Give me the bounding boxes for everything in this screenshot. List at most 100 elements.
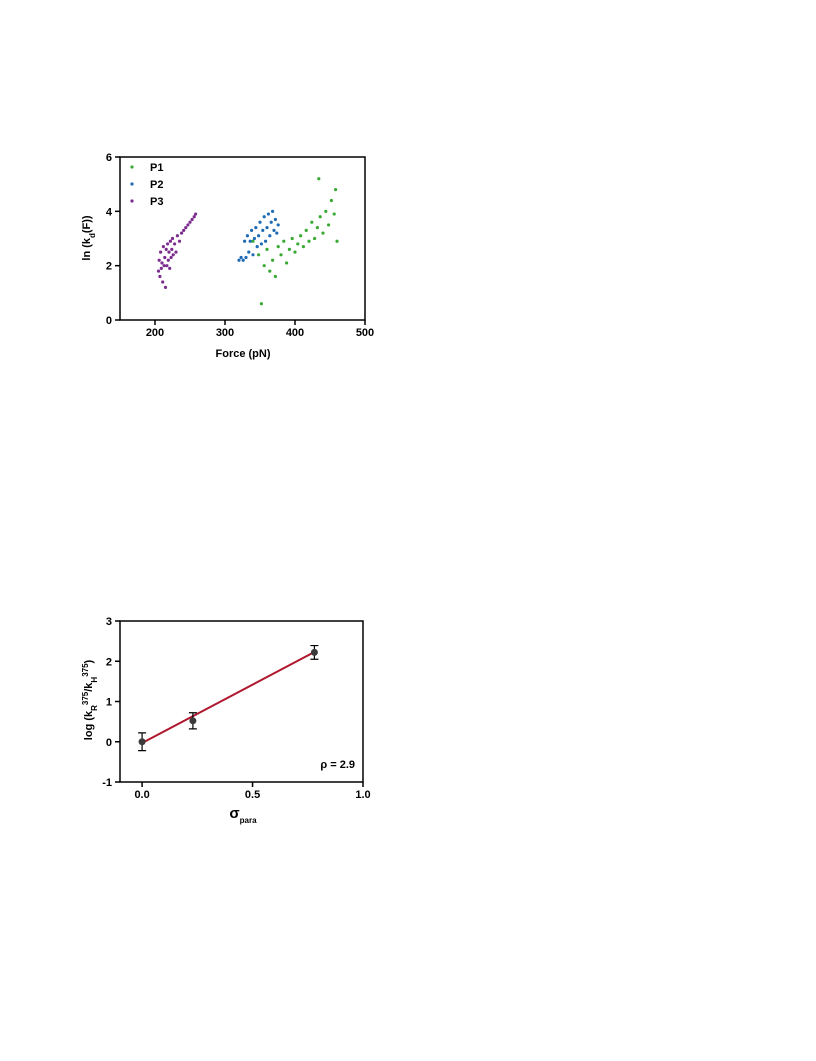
data-point [170,236,175,241]
data-point [262,264,266,268]
data-point [167,250,171,254]
data-point [165,264,169,268]
legend-marker [130,165,134,169]
data-point [173,242,177,246]
data-point [248,239,252,243]
data-point [247,250,251,254]
data-point [255,245,259,249]
plot-frame [119,620,364,783]
y-axis-label: ln (kd(F)) [81,215,97,261]
data-point [168,239,172,243]
y-tick-label: 1 [106,697,112,709]
plot-frame [119,156,366,321]
data-point [192,215,196,219]
data-point [164,247,168,251]
legend-label: P2 [150,179,163,191]
data-point [189,717,197,725]
y-axis-label-part: /k [83,682,95,692]
data-point [262,215,266,219]
data-point [258,220,262,224]
x-tick-label: 1.0 [355,789,370,801]
data-point [161,280,165,284]
data-point [272,228,276,232]
data-point [245,234,249,238]
data-point [313,236,317,241]
data-point [307,239,311,243]
data-point [275,231,279,235]
data-point [261,228,265,232]
y-axis-label: log (kR375/kH375) [81,659,99,740]
x-axis-label-part: para [240,816,257,825]
data-point [244,255,248,260]
data-point [273,217,277,222]
data-point [265,226,269,230]
data-point [239,255,243,260]
data-point [259,242,263,246]
x-tick-label: 400 [286,327,304,339]
data-point [237,258,241,262]
data-point [159,266,163,270]
y-tick-label: 0 [106,737,112,749]
y-tick-label: 4 [106,206,113,218]
x-tick-label: 0.0 [134,789,149,801]
data-point [170,247,174,251]
data-point [250,228,254,232]
data-point [273,274,277,279]
data-point [257,253,261,257]
y-tick-label: 2 [106,261,112,273]
data-point [285,261,289,265]
y-axis-label-part: log (k [83,710,95,740]
data-point [301,245,305,249]
data-point [159,250,163,254]
x-tick-label: 500 [356,327,374,339]
y-tick-label: 0 [106,315,112,327]
data-point [180,231,184,235]
data-point [184,226,188,230]
legend-marker [130,182,134,186]
data-point [271,209,275,213]
y-tick-label: 2 [106,656,112,668]
data-point [310,220,314,224]
data-point [257,234,261,238]
y-axis-label-part: ) [83,659,95,663]
x-tick-label: 0.5 [245,789,260,801]
x-axis-label: σpara [229,805,257,825]
data-point [157,258,161,262]
data-point [315,226,319,230]
y-axis-label-part: 375 [81,663,90,677]
data-point [161,245,165,249]
data-point [188,220,192,224]
data-point [251,239,255,243]
x-axis-label-part: σ [229,805,239,822]
x-tick-label: 200 [146,327,164,339]
legend-label: P3 [150,196,163,208]
data-point [268,234,272,238]
data-point [329,198,333,203]
data-point [252,236,256,241]
x-axis-label-part: Force (pN) [216,348,271,360]
data-point [259,302,263,306]
y-axis-label-part: ln (k [81,237,93,260]
y-axis-label-part: d [88,233,97,238]
data-point [327,223,331,227]
data-point [162,264,166,268]
legend-label: P1 [150,162,163,174]
data-point [318,215,322,219]
data-point [138,738,146,746]
x-tick-label: 300 [216,327,234,339]
x-axis-label: Force (pN) [216,348,271,360]
data-point [163,285,168,289]
data-point [334,188,338,192]
data-point [169,255,173,260]
data-point [186,223,190,227]
data-point [264,239,268,243]
data-point [276,245,280,249]
y-tick-label: -1 [102,777,112,789]
y-tick-label: 6 [106,152,112,164]
data-point [276,223,280,227]
data-point [194,212,198,216]
data-point [241,258,245,262]
y-axis-label-part: H [90,677,99,683]
y-axis-label-part: 375 [81,691,90,705]
